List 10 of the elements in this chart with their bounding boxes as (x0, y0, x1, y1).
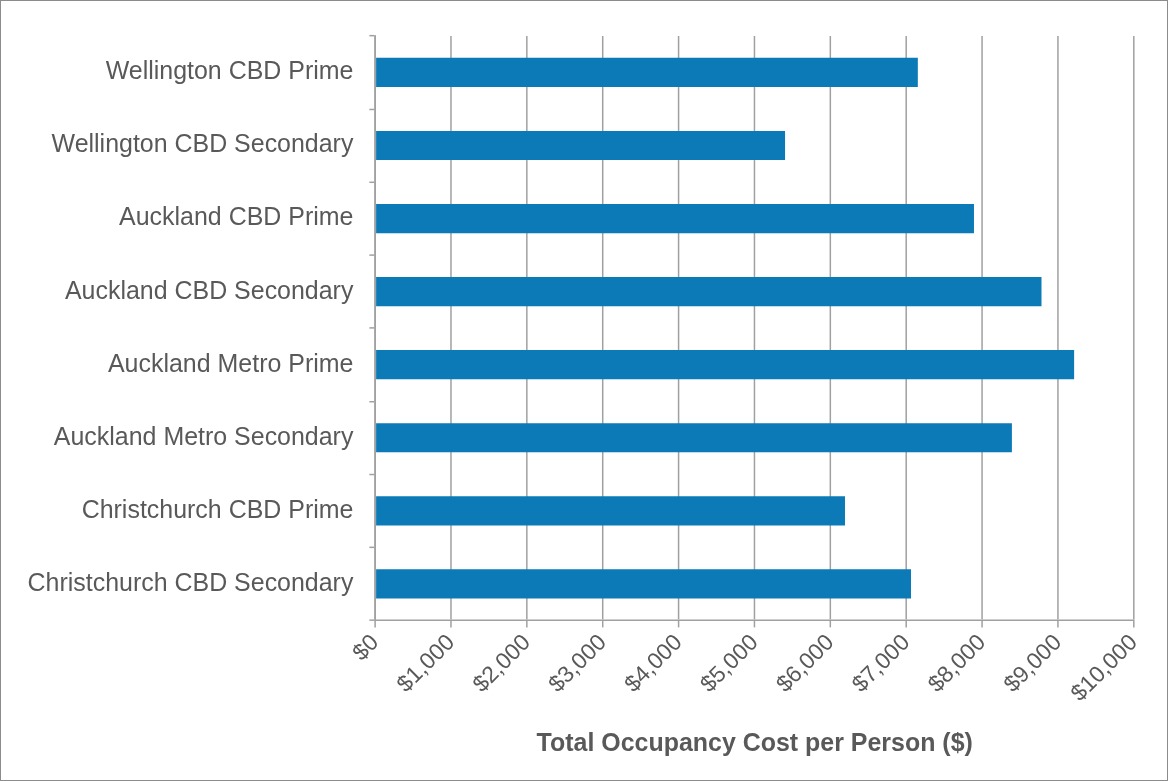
y-tick-label: Christchurch CBD Secondary (27, 567, 354, 596)
x-tick-label: $0 (346, 628, 384, 666)
y-tick-label: Wellington CBD Secondary (51, 129, 354, 158)
y-tick-label: Wellington CBD Prime (105, 56, 354, 85)
y-tick-label: Auckland CBD Prime (119, 202, 354, 231)
y-tick-label: Auckland CBD Secondary (64, 275, 354, 304)
y-tick-label: Auckland Metro Prime (107, 348, 354, 377)
x-axis-title: Total Occupancy Cost per Person ($) (536, 727, 973, 756)
y-tick-label: Auckland Metro Secondary (53, 421, 354, 450)
y-tick-label: Christchurch CBD Prime (81, 494, 354, 523)
